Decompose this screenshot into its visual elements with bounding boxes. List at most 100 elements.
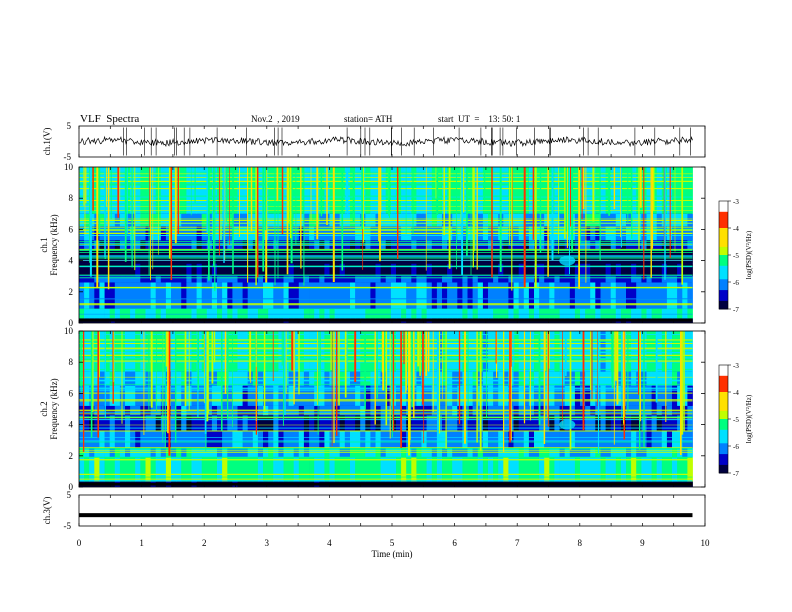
ch1-spectro-cell: [636, 282, 642, 309]
ch1-spectro-cell: [687, 276, 693, 283]
ch1-spectro-cell: [319, 276, 325, 283]
ch2-spectro-cell: [309, 457, 315, 482]
ch1-spectro-cell: [89, 276, 95, 283]
ch1-spectro-cell: [559, 282, 566, 309]
ch1-spectro-cell: [114, 263, 121, 277]
ch1-spectro-cell: [508, 263, 514, 277]
y-tick-label: 6: [69, 388, 74, 398]
ch2-spectro-cell: [523, 430, 530, 448]
ch2-spectro-cell: [472, 430, 479, 448]
ch2-spectro-cell: [196, 457, 203, 482]
ch2-spectro-cell: [666, 415, 673, 431]
colorbar-segment: [719, 470, 728, 474]
ch2-spectro-cell: [370, 430, 376, 448]
station-label: station= ATH: [344, 114, 393, 124]
ch1-spectro-cell: [411, 276, 417, 283]
y-tick-label: 2: [69, 451, 74, 461]
ch2-spectro-cell: [99, 430, 105, 448]
ch2-spectro-cell: [482, 430, 489, 448]
ch1-spectro-cell: [549, 276, 555, 283]
colorbar-segment: [719, 222, 728, 226]
ch2-spectro-cell: [293, 415, 300, 431]
ch2-spectro-cell: [472, 457, 479, 482]
ch1-spectro-cell: [114, 309, 121, 319]
ch2-spectro-cell: [119, 331, 126, 372]
ch1-spectro-cell: [380, 282, 387, 309]
ch2-spectro-cell: [288, 385, 295, 406]
ch1-spectro-cell: [355, 282, 361, 309]
ch2-spectro-cell: [227, 457, 233, 482]
colorbar-segment: [719, 284, 728, 288]
ch1-spectro-cell: [222, 263, 228, 277]
ch2-spectro-cell: [421, 457, 427, 482]
ch1-spectro-cell: [135, 263, 141, 277]
ch1-spectro-cell: [488, 309, 494, 319]
ch1-spectro-cell: [477, 167, 484, 214]
ch2-spectro-cell: [615, 415, 622, 431]
ch1-spectro-cell: [457, 282, 463, 309]
ch1-spectro-cell: [298, 309, 305, 319]
ch2-spectro-cell: [534, 457, 540, 482]
ch2-spectro-cell: [114, 385, 121, 406]
ch2-spectro-cell: [273, 430, 279, 448]
ch2-spectro-cell: [396, 331, 402, 372]
ch2-spectro-cell: [99, 457, 105, 482]
ch2-spectro-cell: [661, 415, 668, 431]
ch2-spectro-cell: [181, 457, 187, 482]
ch1-spectro-cell: [222, 282, 228, 309]
ch1-spectro-cell: [620, 282, 627, 309]
ch1-spectro-cell: [462, 167, 468, 214]
ch1-spectro-cell: [600, 282, 606, 309]
ch2-spectro-cell: [682, 385, 688, 406]
ch2-spectro-cell: [513, 457, 519, 482]
ch1-spectro-cell: [79, 276, 85, 283]
ch1-spectro-cell: [615, 276, 622, 283]
colorbar-segment: [719, 246, 728, 251]
ch2-spectro-cell: [590, 457, 596, 482]
ch1-spectro-cell: [539, 167, 545, 214]
ch1-spectro-cell: [513, 276, 519, 283]
ch1-spectro-cell: [84, 282, 90, 309]
ch2-spectro-cell: [610, 385, 617, 406]
ch2-spectro-cell: [89, 430, 95, 448]
ch2-spectro-cell: [140, 331, 146, 372]
ch2-spectro-cell: [677, 415, 683, 431]
ch2-spectro-cell: [135, 385, 141, 406]
ch1-spectro-cell: [324, 309, 330, 319]
ch1-spectro-cell: [401, 276, 407, 283]
ch2-spectro-cell: [401, 371, 407, 386]
colorbar-segment: [719, 421, 728, 425]
ch1-spectro-cell: [375, 263, 381, 277]
ch1-spectro-cell: [651, 282, 658, 309]
ch2-spectro-cell: [375, 457, 381, 482]
ch1-spectro-cell: [549, 309, 555, 319]
colorbar-segment: [719, 201, 728, 205]
ch2-spectro-cell: [211, 385, 218, 406]
ch2-spectro-cell: [263, 457, 269, 482]
ch1-spectro-cell: [528, 309, 535, 319]
ch2-spectro-cell: [273, 371, 279, 386]
ch2-spectro-cell: [252, 385, 259, 406]
ch1-spectro-cell: [626, 276, 632, 283]
ch1-spectro-cell: [610, 263, 617, 277]
ch2-spectro-cell: [206, 331, 213, 372]
ch1-spectro-cell: [651, 276, 658, 283]
ch2-spectro-cell: [160, 371, 167, 386]
ch1-spectro-cell: [462, 282, 468, 309]
ch2-spectro-cell: [150, 331, 157, 372]
ch2-spectro-cell: [303, 430, 310, 448]
colorbar-tick-label: -3: [733, 362, 739, 370]
ch2-spectro-cell: [580, 430, 586, 448]
ch1-spectro-cell: [360, 282, 366, 309]
ch2-spectro-cell: [217, 331, 223, 372]
ch2-spectro-cell: [298, 430, 305, 448]
ch2-spectro-cell: [431, 415, 438, 431]
y-tick-label: 5: [67, 121, 72, 131]
ch1-spectro-cell: [196, 282, 203, 309]
ch2-spectro-cell: [125, 331, 131, 372]
colorbar-tick-label: -7: [733, 306, 739, 314]
ch2-spectro-cell: [89, 457, 95, 482]
ch1-spectro-cell: [477, 282, 484, 309]
ch1-spectro-cell: [196, 263, 203, 277]
ch1-spectro-cell: [580, 309, 586, 319]
